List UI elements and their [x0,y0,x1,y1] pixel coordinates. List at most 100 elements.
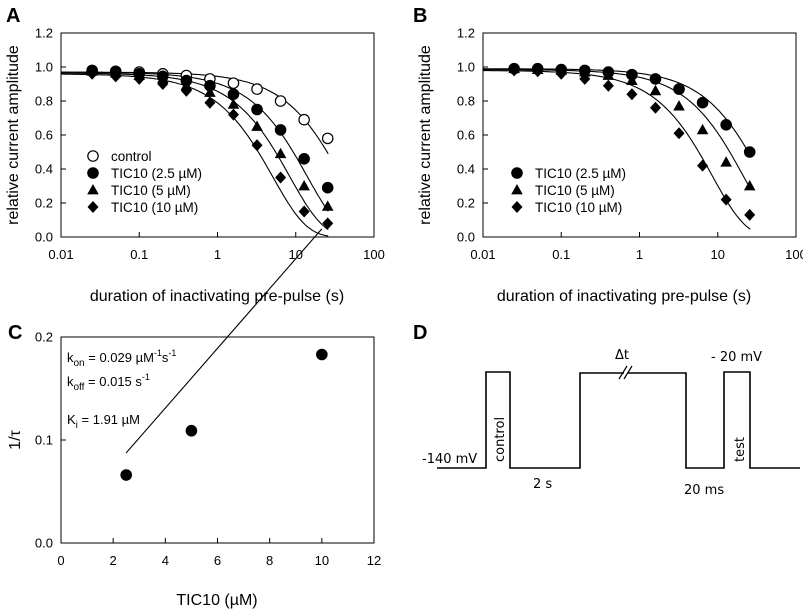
panel-a-legend: control TIC10 (2.5 µM) TIC10 (5 µM) TIC10 (… [87,149,202,215]
fit-curve [483,69,751,189]
panel-a: A 0.0 0.2 0.4 0.6 0.8 1.0 1.2 0.01 0.1 1 10 100 con… [5,5,385,305]
panel-c-ticks: 0.0 0.1 0.2 0 2 4 6 8 10 12 [35,330,381,569]
data-point [316,348,328,361]
y-tick-label: 0.6 [35,128,53,143]
data-point [133,72,145,85]
recovery-interval-label: 20 ms [684,483,724,498]
data-point [227,98,240,109]
data-point [697,159,709,172]
data-point [673,127,685,140]
voltage-protocol-trace-after-break [628,371,800,469]
x-tick-label: 6 [214,553,221,568]
data-point [185,424,198,437]
panel-a-data-points [86,64,334,230]
y-tick-label: 0.8 [35,94,53,109]
fit-curve [61,71,329,155]
data-point [298,205,310,218]
data-point [274,147,287,159]
data-point [157,78,169,90]
x-tick-label: 0 [57,553,64,568]
data-point [275,171,287,184]
data-point [298,153,310,165]
panel-b-y-label: relative current amplitude [417,45,434,225]
panel-c-letter: C [8,322,22,344]
legend-label: TIC10 (2.5 µM) [535,166,626,181]
x-tick-label: 0.01 [470,247,495,262]
data-point [579,72,591,85]
panel-c-y-label: 1/τ [7,429,24,449]
data-point [649,73,662,85]
fit-curve [60,72,329,231]
data-point [110,70,122,83]
data-point [696,123,709,135]
data-point [720,119,732,131]
data-point [227,88,240,100]
legend-marker [511,167,523,179]
x-tick-label: 12 [367,553,381,568]
panel-c-plot-frame [60,336,375,544]
legend-label: TIC10 (5 µM) [111,183,191,198]
panel-c-regression-line [125,228,323,454]
legend-label: TIC10 (5 µM) [535,183,615,198]
panel-a-letter: A [6,5,20,27]
legend-label: control [111,149,152,164]
data-point [204,96,216,109]
data-point [251,83,263,95]
fit-curve [483,68,751,156]
panel-c-x-label: TIC10 (µM) [176,592,257,609]
data-point [251,139,263,152]
y-tick-label: 0.2 [35,196,53,211]
data-point [251,103,263,116]
data-point [508,64,520,77]
y-tick-label: 0.4 [457,162,475,177]
panel-b-x-label: duration of inactivating pre-pulse (s) [497,288,751,305]
ki-annotation: Ki = 1.91 µM [67,412,140,431]
y-tick-label: 0.0 [457,230,475,245]
panel-d-letter: D [413,322,427,344]
data-point [204,86,216,97]
data-point [720,193,732,206]
data-point [274,95,287,107]
panel-a-x-label: duration of inactivating pre-pulse (s) [90,288,344,305]
panel-b-letter: B [413,5,427,27]
data-point [227,77,240,89]
legend-label: TIC10 (10 µM) [111,200,198,215]
fit-curve [61,73,329,237]
x-tick-label: 10 [315,553,329,568]
regression-line [125,228,323,454]
data-point [532,65,544,78]
data-point [673,83,685,95]
x-tick-label: 0.1 [130,247,148,262]
data-point [744,208,756,221]
y-tick-label: 0.2 [457,196,475,211]
y-tick-label: 0.6 [457,128,475,143]
data-point [626,74,638,85]
panel-b: B 0.0 0.2 0.4 0.6 0.8 1.0 1.2 0.01 0.1 1 10 100 TIC… [413,5,803,305]
panel-a-fit-curves [60,71,329,237]
x-tick-label: 100 [785,247,803,262]
interval-label: 2 s [533,477,552,492]
panel-c-data-points [120,348,328,481]
panel-b-ticks: 0.0 0.2 0.4 0.6 0.8 1.0 1.2 0.01 0.1 1 10 100 [457,26,803,263]
panel-b-plot-frame [482,32,797,238]
data-point [743,180,756,191]
y-tick-label: 1.2 [35,26,53,41]
data-point [321,181,334,194]
kon-annotation: kon = 0.029 µM-1s-1 [67,348,176,369]
voltage-protocol-trace [437,371,624,469]
axis-break-mark [618,365,628,380]
y-tick-label: 0.4 [35,162,53,177]
legend-marker [511,201,523,213]
y-tick-label: 0.8 [457,94,475,109]
x-tick-label: 10 [711,247,725,262]
data-point [322,217,334,230]
y-tick-label: 0.0 [35,230,53,245]
legend-marker [87,184,99,195]
data-point [720,156,732,167]
panel-b-legend: TIC10 (2.5 µM) TIC10 (5 µM) TIC10 (10 µM) [511,166,626,215]
panel-b-data-points [508,62,756,221]
x-tick-label: 0.1 [552,247,570,262]
y-tick-label: 0.0 [35,536,53,551]
data-point [298,113,310,126]
